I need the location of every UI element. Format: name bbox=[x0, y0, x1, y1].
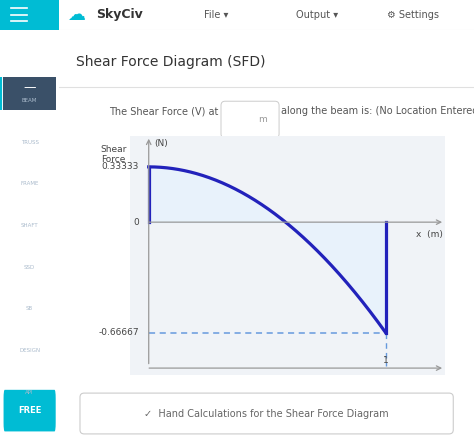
Text: 0.33333: 0.33333 bbox=[102, 162, 139, 171]
Text: △: △ bbox=[25, 123, 35, 136]
Text: The Shear Force (V) at: The Shear Force (V) at bbox=[109, 106, 219, 117]
FancyBboxPatch shape bbox=[80, 393, 453, 434]
Text: —: — bbox=[23, 81, 36, 94]
Text: SSD: SSD bbox=[24, 265, 35, 270]
Text: ⌂: ⌂ bbox=[26, 39, 34, 53]
Text: File ▾: File ▾ bbox=[204, 10, 229, 20]
Text: m: m bbox=[258, 115, 267, 124]
Text: API: API bbox=[25, 389, 34, 395]
Text: TRUSS: TRUSS bbox=[21, 140, 38, 145]
Text: DESIGN: DESIGN bbox=[19, 348, 40, 353]
Text: FRAME: FRAME bbox=[20, 181, 39, 187]
Text: SB: SB bbox=[26, 306, 33, 311]
Text: x  (m): x (m) bbox=[416, 230, 443, 240]
Text: ☰: ☰ bbox=[24, 331, 35, 344]
Text: 0: 0 bbox=[134, 218, 139, 226]
Text: Force: Force bbox=[101, 155, 125, 164]
Text: ⊞: ⊞ bbox=[24, 164, 35, 177]
Text: Output ▾: Output ▾ bbox=[296, 10, 338, 20]
Bar bbox=[3, 77, 56, 110]
Text: ▣: ▣ bbox=[24, 247, 36, 261]
Text: T: T bbox=[26, 289, 34, 302]
Text: BEAM: BEAM bbox=[22, 98, 37, 103]
Text: SkyCiv: SkyCiv bbox=[97, 8, 143, 21]
Text: along the beam is: (No Location Entered): along the beam is: (No Location Entered) bbox=[281, 106, 474, 117]
Text: ⊕: ⊕ bbox=[24, 372, 35, 385]
Text: -0.66667: -0.66667 bbox=[99, 328, 139, 337]
FancyBboxPatch shape bbox=[0, 0, 59, 30]
FancyBboxPatch shape bbox=[3, 390, 56, 431]
Text: ✓  Hand Calculations for the Shear Force Diagram: ✓ Hand Calculations for the Shear Force … bbox=[144, 409, 389, 418]
Text: ☁: ☁ bbox=[67, 6, 85, 24]
Text: Shear Force Diagram (SFD): Shear Force Diagram (SFD) bbox=[76, 56, 265, 70]
FancyBboxPatch shape bbox=[221, 101, 279, 138]
Text: FREE: FREE bbox=[18, 406, 41, 415]
Text: SHAFT: SHAFT bbox=[21, 223, 38, 228]
Text: ⚙ Settings: ⚙ Settings bbox=[387, 10, 439, 20]
Text: (N): (N) bbox=[155, 139, 168, 148]
Text: ○: ○ bbox=[24, 206, 35, 219]
Text: Shear: Shear bbox=[100, 145, 127, 154]
Text: 1: 1 bbox=[383, 356, 389, 365]
